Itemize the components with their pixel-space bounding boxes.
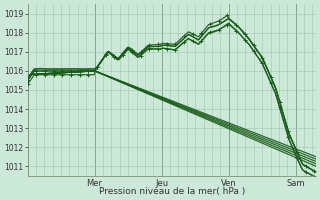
Text: Sam: Sam [286, 179, 305, 188]
Text: Ven: Ven [221, 179, 236, 188]
X-axis label: Pression niveau de la mer( hPa ): Pression niveau de la mer( hPa ) [99, 187, 245, 196]
Text: Jeu: Jeu [155, 179, 168, 188]
Text: Mer: Mer [87, 179, 103, 188]
